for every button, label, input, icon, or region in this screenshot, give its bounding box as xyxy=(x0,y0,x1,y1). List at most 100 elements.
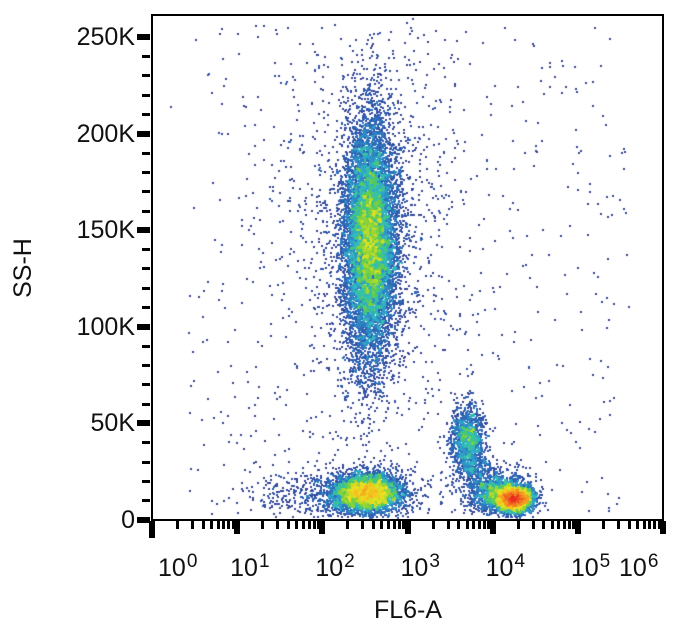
y-axis-minor-tick xyxy=(142,55,150,59)
x-tick-label-exponent: 0 xyxy=(186,551,198,572)
x-axis-minor-tick xyxy=(465,521,469,529)
y-tick-label: 150K xyxy=(76,216,135,245)
x-tick-label: 101 xyxy=(230,549,269,581)
x-axis-minor-tick xyxy=(201,521,205,529)
y-axis-minor-tick xyxy=(142,151,150,155)
x-tick-label: 106 xyxy=(619,549,658,581)
y-axis-major-tick xyxy=(137,323,150,330)
x-axis-minor-tick xyxy=(477,521,481,529)
x-axis-minor-tick xyxy=(542,521,546,529)
x-axis-minor-tick xyxy=(557,521,561,529)
x-axis-minor-tick xyxy=(657,521,661,529)
x-axis-minor-tick xyxy=(387,521,391,529)
x-axis-minor-tick xyxy=(653,521,657,529)
x-axis-minor-tick xyxy=(642,521,646,529)
x-axis-minor-tick xyxy=(222,521,226,529)
x-axis-minor-tick xyxy=(531,521,535,529)
y-axis-title: SS-H xyxy=(9,238,37,298)
y-tick-label: 200K xyxy=(76,119,135,148)
y-tick-label: 0 xyxy=(121,506,135,534)
x-axis-major-tick xyxy=(660,521,666,534)
x-tick-label-exponent: 4 xyxy=(514,551,526,572)
y-axis-minor-tick xyxy=(142,74,150,78)
y-axis-major-tick xyxy=(137,130,150,137)
y-axis-minor-tick xyxy=(142,267,150,271)
y-tick-label: 250K xyxy=(76,23,135,52)
y-tick-label: 50K xyxy=(90,409,135,438)
x-tick-label: 100 xyxy=(158,549,197,581)
y-axis-minor-tick xyxy=(142,112,150,116)
x-axis-minor-tick xyxy=(276,521,280,529)
x-tick-label-base: 10 xyxy=(619,554,647,582)
x-axis-minor-tick xyxy=(216,521,220,529)
x-axis-title: FL6-A xyxy=(373,596,443,624)
x-axis-minor-tick xyxy=(397,521,401,529)
x-axis-minor-tick xyxy=(392,521,396,529)
x-axis-minor-tick xyxy=(286,521,290,529)
y-axis-minor-tick xyxy=(142,364,150,367)
y-axis-minor-tick xyxy=(142,170,150,174)
y-axis-minor-tick xyxy=(142,402,150,406)
x-tick-label-base: 10 xyxy=(158,554,186,582)
y-axis-minor-tick xyxy=(142,460,150,464)
y-axis-minor-tick xyxy=(142,499,150,503)
y-axis-minor-tick xyxy=(142,286,150,290)
x-axis-minor-tick xyxy=(191,521,195,529)
y-axis-minor-tick xyxy=(142,441,150,445)
y-axis-major-tick xyxy=(137,517,150,523)
y-axis-minor-tick xyxy=(142,306,150,310)
x-axis-minor-tick xyxy=(516,521,520,529)
x-axis-minor-tick xyxy=(295,521,299,529)
x-axis-minor-tick xyxy=(568,521,572,529)
x-axis-minor-tick xyxy=(601,521,605,529)
y-axis-minor-tick xyxy=(142,93,150,97)
x-axis-minor-tick xyxy=(372,521,376,529)
x-tick-label: 105 xyxy=(571,549,610,581)
x-axis-minor-tick xyxy=(227,521,231,529)
x-axis-major-tick xyxy=(489,521,496,534)
x-axis-minor-tick xyxy=(572,521,576,529)
x-axis-major-tick xyxy=(574,521,581,534)
y-axis-major-tick xyxy=(137,227,150,234)
x-tick-label-base: 10 xyxy=(315,554,344,582)
x-tick-label: 103 xyxy=(401,549,440,581)
y-axis-minor-tick xyxy=(142,344,150,348)
x-axis-minor-tick xyxy=(487,521,491,529)
x-tick-label-exponent: 6 xyxy=(647,551,659,572)
x-axis-minor-tick xyxy=(482,521,486,529)
x-axis-minor-tick xyxy=(563,521,567,529)
x-tick-label: 102 xyxy=(315,549,354,581)
x-axis-minor-tick xyxy=(312,521,316,529)
x-axis-minor-tick xyxy=(210,521,214,529)
x-axis-minor-tick xyxy=(361,521,365,529)
y-axis-minor-tick xyxy=(142,479,150,483)
x-axis-minor-tick xyxy=(402,521,406,529)
x-axis-minor-tick xyxy=(457,521,461,529)
x-axis-minor-tick xyxy=(301,521,305,529)
y-axis-major-tick xyxy=(137,34,150,41)
x-axis-minor-tick xyxy=(346,521,350,529)
x-axis-minor-tick xyxy=(261,521,265,529)
x-tick-label-base: 10 xyxy=(485,554,514,582)
x-axis-minor-tick xyxy=(627,521,631,529)
x-axis-major-tick xyxy=(234,521,241,534)
x-axis-minor-tick xyxy=(380,521,384,529)
x-axis-minor-tick xyxy=(616,521,620,529)
y-axis-minor-tick xyxy=(142,209,150,213)
x-axis-major-tick xyxy=(404,521,411,534)
x-axis-minor-tick xyxy=(472,521,476,529)
y-tick-label: 100K xyxy=(76,312,135,341)
x-axis-minor-tick xyxy=(431,521,435,529)
y-axis-minor-tick xyxy=(142,190,150,194)
x-axis-minor-tick xyxy=(550,521,554,529)
x-tick-label-exponent: 1 xyxy=(258,551,270,572)
y-axis-minor-tick xyxy=(142,383,150,387)
x-axis-minor-tick xyxy=(307,521,311,529)
x-axis-major-tick xyxy=(319,521,326,534)
x-tick-label-base: 10 xyxy=(230,554,258,582)
x-tick-label-exponent: 5 xyxy=(599,551,611,572)
y-axis-major-tick xyxy=(137,420,150,427)
x-axis-minor-tick xyxy=(648,521,652,529)
x-tick-label-exponent: 3 xyxy=(429,551,440,572)
